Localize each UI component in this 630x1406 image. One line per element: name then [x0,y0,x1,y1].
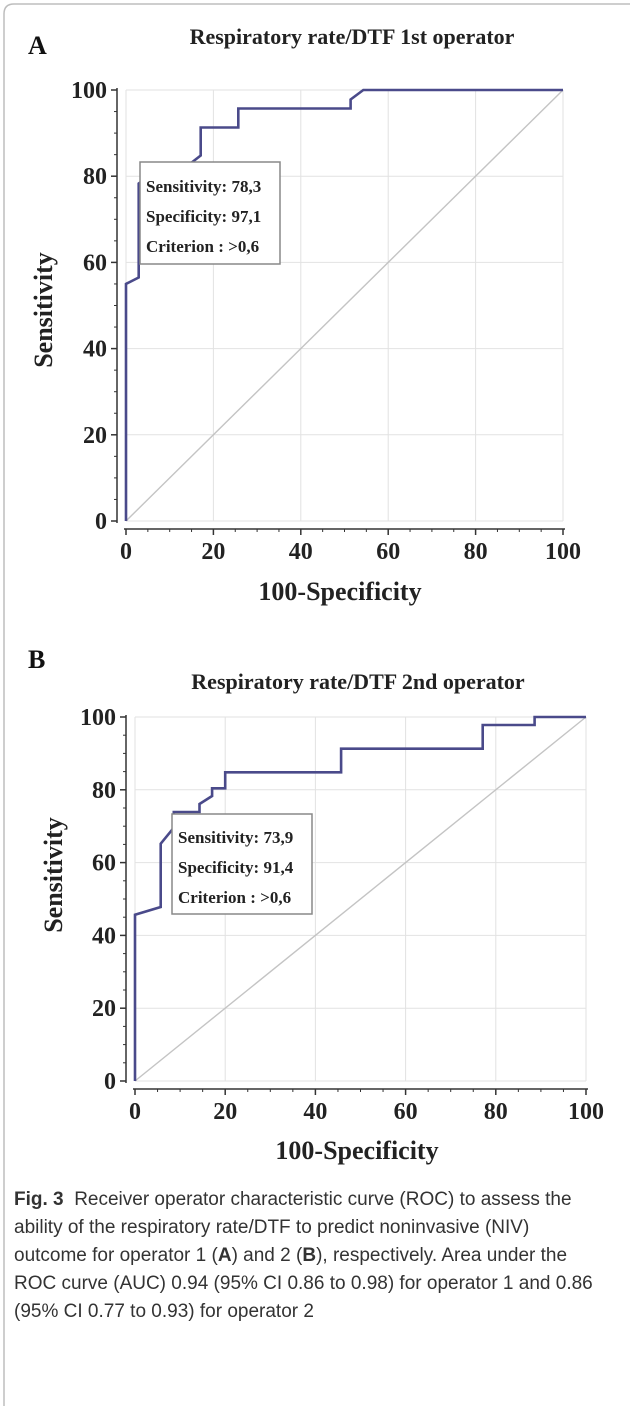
panel-b-ytick-label-40: 40 [92,923,116,949]
panel-a-xtick-label-80: 80 [464,539,488,565]
panel-a-ytick-label-40: 40 [83,337,107,363]
panel-b-ytick-label-60: 60 [92,851,116,877]
panel-b-ytick-label-20: 20 [92,996,116,1022]
panel-b-diagonal-line [134,716,587,1082]
panel-b-xtick-label-80: 80 [484,1099,508,1125]
panel-a-annotation-sensitivity: Sensitivity: 78,3 [146,177,261,196]
caption-ref-a: A [217,1245,232,1266]
caption-ref-b: B [302,1245,317,1266]
panel-a-xtick-label-100: 100 [545,539,581,565]
panel-b-annotation-sensitivity: Sensitivity: 73,9 [178,828,293,847]
panel-a-annotation-criterion: Criterion : >0,6 [146,237,259,256]
panel-b-annotation-specificity: Specificity: 91,4 [178,858,294,877]
panel-a-annotation-box: Sensitivity: 78,3 Specificity: 97,1 Crit… [139,161,281,265]
panel-a-xtick-label-40: 40 [289,539,313,565]
caption-part-1: Receiver operator characteristic curve (… [14,1189,572,1266]
panel-b-xtick-label-40: 40 [303,1099,327,1125]
panel-a-annotation-specificity: Specificity: 97,1 [146,207,261,226]
caption-part-3: ), respectively. Area under the ROC curv… [14,1245,593,1322]
panel-b-annotation-box: Sensitivity: 73,9 Specificity: 91,4 Crit… [171,813,313,915]
panel-a-ytick-label-100: 100 [71,78,107,104]
panel-b-ytick-label-80: 80 [92,778,116,804]
panel-a-title: Respiratory rate/DTF 1st operator [190,24,515,49]
panel-b-roc-curve [133,715,586,1081]
panel-a-ytick-label-20: 20 [83,423,107,449]
panel-a-ylabel: Sensitivity [29,252,58,368]
panel-b-xtick-label-0: 0 [129,1099,141,1125]
panel-b-ytick-label-0: 0 [104,1069,116,1095]
panel-a-roc-curve [124,88,563,521]
panel-b-title: Respiratory rate/DTF 2nd operator [191,669,525,694]
panel-b-xtick-label-60: 60 [394,1099,418,1125]
roc-figure: A Respiratory rate/DTF 1st operator 0 20 4… [28,24,604,1165]
figure-label: Fig. 3 [14,1189,64,1210]
figure-caption: Fig. 3 Receiver operator characteristic … [14,1186,604,1326]
panel-a-ytick-label-80: 80 [83,164,107,190]
panel-a-ytick-label-60: 60 [83,250,107,276]
panel-b-xlabel: 100-Specificity [275,1136,438,1165]
panel-b-xtick-label-100: 100 [568,1099,604,1125]
panel-b-letter: B [28,645,45,674]
panel-b-ytick-label-100: 100 [80,705,116,731]
panel-a-letter: A [28,31,47,60]
panel-a-diagonal-line [125,89,564,522]
panel-a: A Respiratory rate/DTF 1st operator 0 20 4… [28,24,581,606]
caption-part-2: ) and 2 ( [231,1245,303,1266]
panel-a-xtick-label-20: 20 [201,539,225,565]
panel-a-ytick-label-0: 0 [95,509,107,535]
panel-a-plot: 0 20 40 60 80 100 0 20 40 60 80 100 [71,78,581,565]
panel-b-ylabel: Sensitivity [39,817,68,933]
panel-b-xtick-label-20: 20 [213,1099,237,1125]
panel-b: B Respiratory rate/DTF 2nd operator 0 20 4… [28,645,604,1165]
panel-a-xlabel: 100-Specificity [258,577,421,606]
panel-b-annotation-criterion: Criterion : >0,6 [178,888,291,907]
panel-a-xtick-label-0: 0 [120,539,132,565]
panel-a-xtick-label-60: 60 [376,539,400,565]
panel-b-plot: 0 20 40 60 80 100 0 20 40 60 80 100 [80,705,604,1125]
